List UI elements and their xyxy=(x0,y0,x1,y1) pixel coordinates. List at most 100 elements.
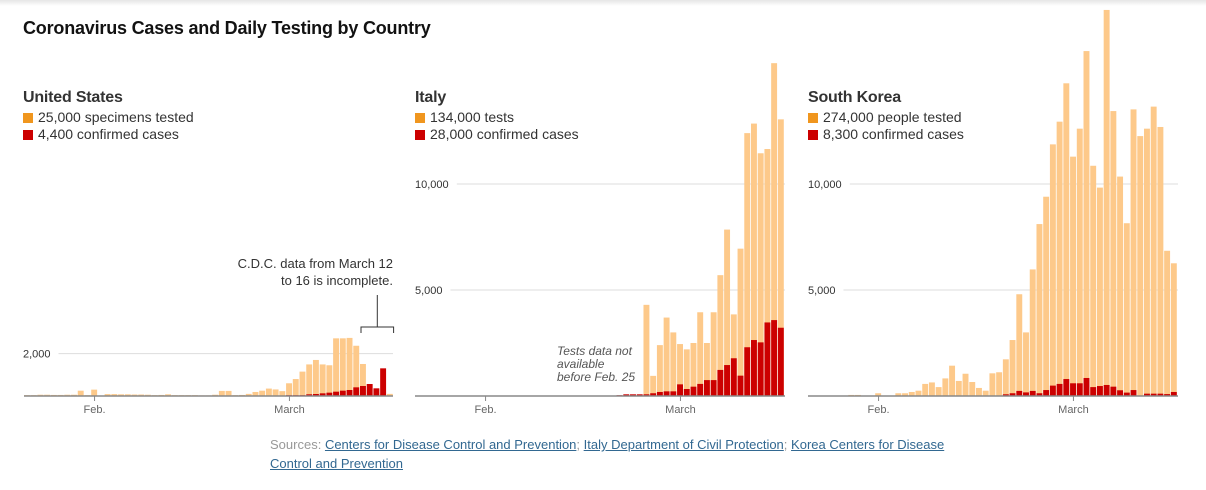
legend-label: 8,300 confirmed cases xyxy=(823,126,964,142)
bar-cases xyxy=(1029,390,1036,396)
y-tick-label: 5,000 xyxy=(808,285,836,297)
bar-cases xyxy=(636,394,643,396)
bar-tests xyxy=(360,363,366,396)
annotation-bracket xyxy=(360,295,395,333)
bar-tests xyxy=(915,390,922,396)
bar-cases xyxy=(751,340,757,396)
y-tick-label: 2,000 xyxy=(23,349,51,361)
bar-tests xyxy=(908,391,915,396)
bar-cases xyxy=(366,384,373,396)
bar-tests xyxy=(949,365,956,396)
bar-cases xyxy=(656,391,663,396)
panel-header-italy: Italy 134,000 tests 28,000 confirmed cas… xyxy=(415,89,579,143)
bar-tests xyxy=(299,371,306,396)
bar-cases xyxy=(1043,390,1050,396)
bar-tests xyxy=(286,383,292,396)
bar-tests xyxy=(252,391,259,396)
bar-tests xyxy=(259,390,266,396)
bar-tests xyxy=(1076,128,1083,396)
bar-tests xyxy=(279,391,286,396)
bar-cases xyxy=(1123,392,1130,396)
bar-tests xyxy=(1117,176,1124,396)
bar-cases xyxy=(360,385,366,396)
bar-tests xyxy=(955,380,962,396)
source-link-cdc[interactable]: Centers for Disease Control and Preventi… xyxy=(324,437,577,452)
bar-tests xyxy=(326,365,333,396)
separator: ; xyxy=(576,437,581,452)
bar-tests xyxy=(737,248,744,396)
source-link-italy[interactable]: Italy Department of Civil Protection xyxy=(583,437,784,452)
x-tick-label: Feb. xyxy=(84,404,106,416)
bar-cases xyxy=(630,394,636,396)
bar-tests xyxy=(218,390,225,396)
bar-tests xyxy=(1029,269,1036,396)
bar-cases xyxy=(326,392,333,396)
bar-cases xyxy=(777,327,784,396)
bar-tests xyxy=(989,373,996,396)
legend-item-cases: 28,000 confirmed cases xyxy=(415,126,579,143)
legend-item-tests: 274,000 people tested xyxy=(808,109,964,126)
annotation-text: Tests data not xyxy=(557,344,633,358)
bar-tests xyxy=(935,387,942,396)
bar-tests xyxy=(677,344,683,396)
bar-tests xyxy=(771,63,778,396)
legend-swatch-tests xyxy=(415,112,425,123)
bar-cases xyxy=(1023,392,1029,396)
bar-tests xyxy=(1090,165,1097,396)
annotation-text: C.D.C. data from March 12 xyxy=(238,256,393,271)
bar-cases xyxy=(1063,379,1070,396)
bar-cases xyxy=(643,394,650,396)
bar-tests xyxy=(1103,9,1110,397)
bar-cases xyxy=(1117,390,1124,396)
sources: Sources: Centers for Disease Control and… xyxy=(270,435,950,473)
bar-tests xyxy=(1110,111,1117,397)
bar-tests xyxy=(124,394,131,396)
legend-item-tests: 134,000 tests xyxy=(415,109,579,126)
bar-tests xyxy=(1164,250,1171,396)
annotation-text: to 16 is incomplete. xyxy=(281,273,393,288)
bar-tests xyxy=(1023,332,1029,396)
bar-tests xyxy=(683,349,690,396)
legend-item-cases: 4,400 confirmed cases xyxy=(23,126,194,143)
bar-tests xyxy=(165,394,172,396)
bar-cases xyxy=(1009,393,1016,396)
bar-tests xyxy=(292,379,299,396)
bar-cases xyxy=(353,387,360,396)
bar-cases xyxy=(764,322,771,396)
bar-tests xyxy=(650,375,657,396)
bar-tests xyxy=(104,394,111,396)
bar-cases xyxy=(333,391,340,396)
bar-tests xyxy=(656,345,663,396)
bar-tests xyxy=(928,382,935,396)
bar-tests xyxy=(730,314,737,396)
bar-tests xyxy=(312,359,319,396)
bar-cases xyxy=(703,380,710,396)
sources-label: Sources: xyxy=(270,437,322,452)
legend-swatch-tests xyxy=(808,112,818,123)
bar-tests xyxy=(245,393,252,396)
bar-tests xyxy=(724,229,731,396)
x-tick-label: March xyxy=(1058,404,1089,416)
bar-tests xyxy=(111,394,118,396)
bar-cases xyxy=(1016,390,1023,396)
bar-tests xyxy=(1049,144,1056,396)
bar-cases xyxy=(623,394,630,396)
bar-tests xyxy=(902,393,908,396)
bar-tests xyxy=(339,338,346,396)
x-tick-label: Feb. xyxy=(475,404,497,416)
bar-cases xyxy=(757,342,764,396)
bar-cases xyxy=(1036,393,1043,396)
bar-tests xyxy=(1137,136,1144,396)
bar-cases xyxy=(373,388,380,396)
bar-cases xyxy=(1056,383,1063,396)
legend-swatch-tests xyxy=(23,112,33,123)
bar-tests xyxy=(922,383,929,396)
bar-cases xyxy=(380,368,387,396)
bar-tests xyxy=(1157,126,1164,397)
bar-tests xyxy=(717,275,724,396)
bar-tests xyxy=(306,364,313,396)
bar-tests xyxy=(1002,359,1009,396)
annotation-text: available xyxy=(557,357,605,371)
source-link-korea[interactable]: Korea Centers for Disease Control and Pr… xyxy=(270,437,945,471)
